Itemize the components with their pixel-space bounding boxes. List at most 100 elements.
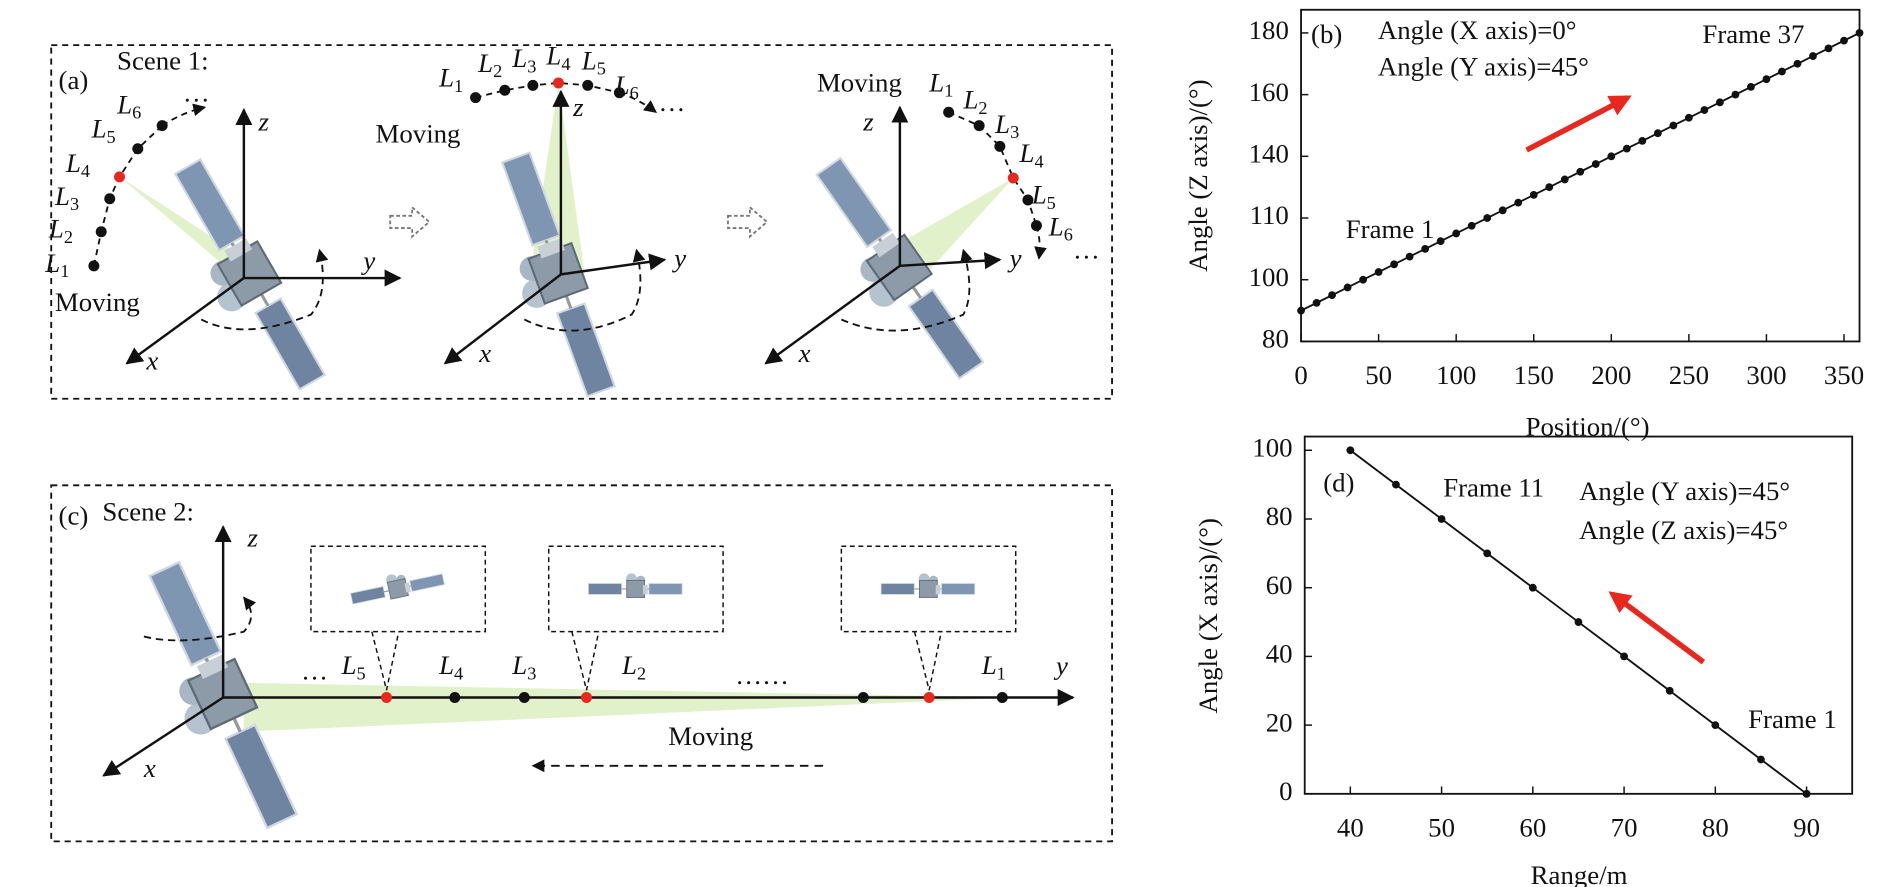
x-axis — [102, 696, 224, 777]
axis-letter: z — [862, 107, 874, 137]
moving-label: Moving — [376, 119, 461, 149]
position-dot — [156, 120, 168, 132]
y-tick-label: 110 — [1250, 200, 1289, 230]
position-label: L5 — [341, 650, 366, 683]
plot-frame — [1303, 435, 1854, 795]
data-point — [1483, 549, 1492, 558]
y-tick-label: 80 — [1262, 324, 1289, 354]
y-tick-label: 100 — [1249, 262, 1289, 292]
annotation: Angle (Z axis)=45° — [1579, 515, 1788, 545]
y-tick-label: 180 — [1249, 15, 1289, 45]
annotation: Frame 1 — [1748, 704, 1837, 734]
data-point — [1421, 244, 1430, 253]
x-tick-label: 0 — [1294, 360, 1307, 390]
position-dot — [1030, 220, 1042, 232]
solar-panel — [254, 297, 327, 391]
position-label: L6 — [1048, 211, 1073, 244]
panel-label: (a) — [59, 65, 89, 95]
x-tick-label: 50 — [1365, 360, 1392, 390]
position-dot — [1007, 172, 1019, 184]
y-axis-label: Angle (Z axis)/(°) — [1183, 79, 1213, 271]
axis-letter: x — [143, 753, 156, 783]
position-label: L5 — [91, 114, 116, 147]
position-label: L4 — [545, 41, 570, 74]
panel-label: (c) — [59, 500, 89, 530]
annotation: Frame 1 — [1346, 214, 1435, 244]
inset-pointer — [571, 631, 600, 691]
x-axis — [443, 273, 562, 365]
position-label: L5 — [581, 46, 606, 79]
scene-title: Scene 1: — [117, 46, 209, 76]
y-tick-label: 60 — [1266, 570, 1293, 600]
data-point — [1374, 268, 1383, 276]
bus-top — [935, 585, 941, 595]
solar-panel — [350, 586, 386, 605]
position-label: L6 — [614, 70, 639, 103]
position-dot — [518, 692, 530, 703]
x-tick-label: 250 — [1669, 360, 1709, 390]
data-point — [1591, 160, 1600, 168]
position-label: L5 — [1031, 180, 1056, 213]
data-point — [1498, 206, 1507, 215]
data-point — [1574, 618, 1583, 626]
satellite — [815, 156, 985, 380]
solar-panel — [500, 151, 562, 247]
data-point — [1560, 175, 1569, 184]
bus-top — [224, 238, 253, 262]
data-point — [1514, 198, 1523, 207]
annotation: Angle (X axis)=0° — [1378, 15, 1577, 45]
solar-panel — [555, 302, 616, 398]
position-dot — [923, 692, 935, 703]
annotation: Angle (Y axis)=45° — [1378, 52, 1589, 82]
data-point — [1665, 686, 1674, 695]
bus — [626, 579, 646, 598]
trajectory-arrow — [161, 103, 207, 127]
data-point — [1576, 167, 1585, 176]
position-dot — [104, 193, 116, 205]
trend-arrow — [1525, 95, 1632, 153]
data-point — [1653, 129, 1662, 138]
x-axis — [125, 277, 245, 365]
position-label: L1 — [928, 68, 953, 101]
axis-letter: y — [360, 246, 375, 276]
data-point — [1840, 36, 1848, 45]
x-tick-label: 90 — [1793, 813, 1820, 843]
position-dot — [552, 77, 564, 89]
data-point — [1620, 652, 1628, 661]
annotation: Frame 11 — [1443, 472, 1544, 502]
position-dot — [381, 692, 393, 703]
axis-letter: z — [247, 522, 259, 552]
position-label: L3 — [994, 109, 1019, 142]
scene2-box — [50, 484, 1113, 843]
position-dot — [95, 226, 107, 238]
position-dot — [114, 171, 125, 183]
data-point — [1715, 98, 1724, 107]
bus — [918, 579, 938, 598]
data-point — [1809, 52, 1817, 60]
y-tick-label: 100 — [1252, 432, 1292, 462]
data-point — [1343, 283, 1352, 292]
y-axis — [560, 253, 667, 276]
position-dot — [527, 79, 539, 91]
trajectory — [948, 111, 1038, 226]
data-point — [1824, 44, 1833, 53]
data-point — [1638, 136, 1647, 145]
x-axis — [764, 264, 901, 365]
data-point — [1452, 229, 1461, 238]
solar-panel — [815, 156, 893, 249]
position-label: L2 — [621, 650, 646, 683]
axis-letter: x — [798, 338, 811, 368]
axis-letter: x — [145, 346, 158, 376]
y-tick-label: 40 — [1266, 639, 1293, 669]
y-axis — [899, 252, 1002, 270]
transition-arrow — [727, 205, 769, 239]
position-label: L4 — [65, 148, 90, 181]
position-dot — [857, 692, 869, 703]
position-dot — [499, 84, 511, 96]
axis-letter: z — [572, 92, 584, 122]
solar-panel — [907, 288, 985, 380]
scene-title: Scene 2: — [102, 497, 194, 527]
data-point — [1684, 113, 1693, 122]
y-tick-label: 80 — [1266, 501, 1293, 531]
